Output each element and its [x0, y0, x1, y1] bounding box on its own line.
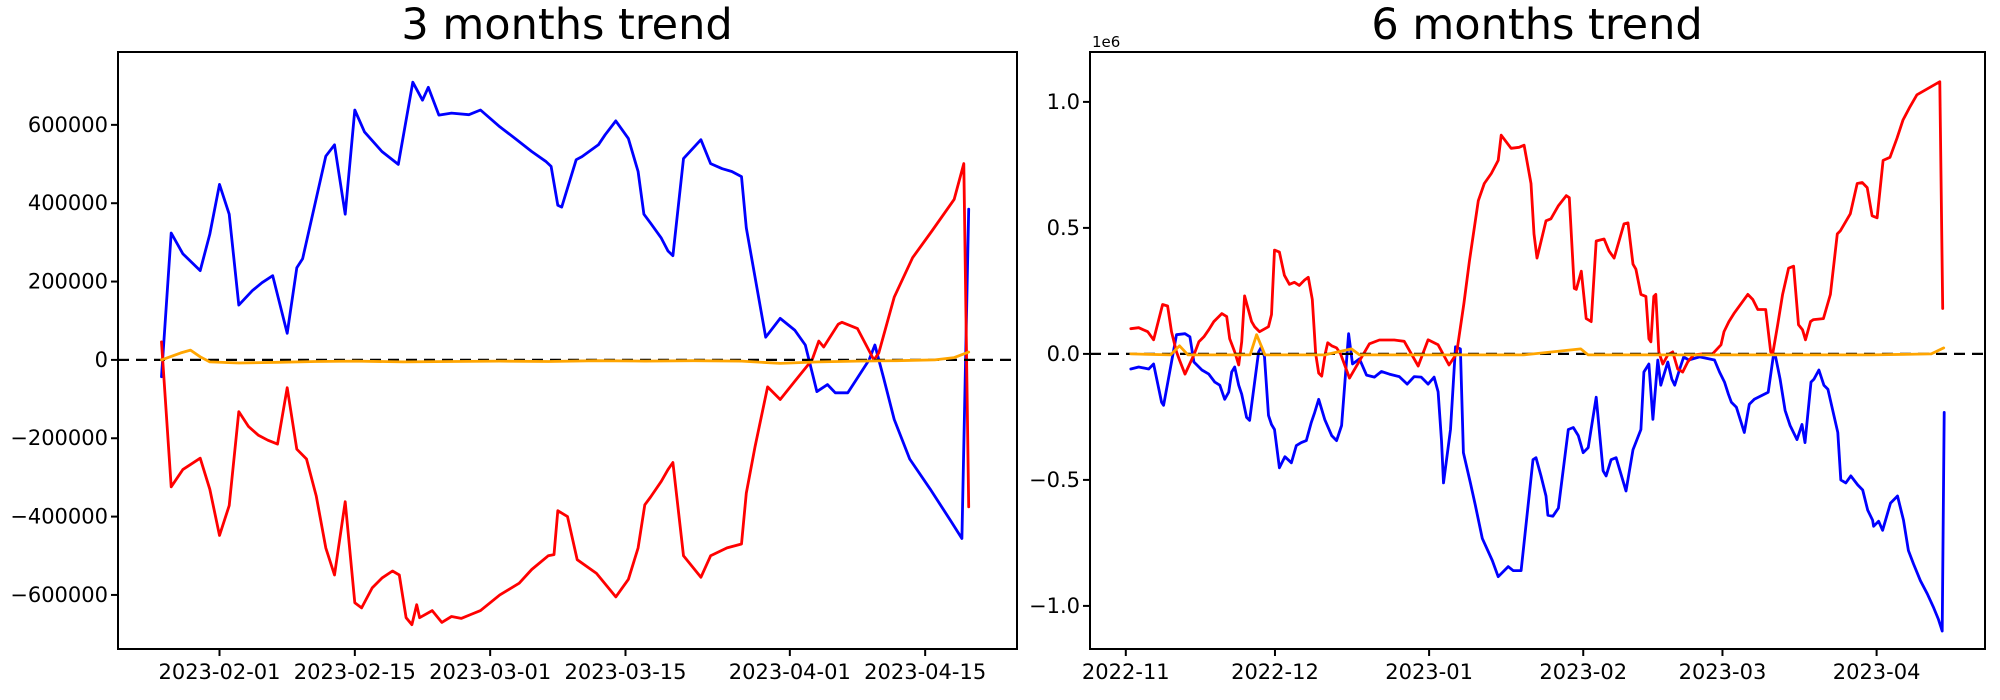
y-axis-offset-label: 1e6 [1092, 33, 1121, 51]
x-tick-label: 2022-12 [1231, 660, 1319, 684]
left-chart-title: 3 months trend [401, 0, 733, 50]
left-chart-red-series [160, 162, 971, 627]
left-chart: 2023-02-01 2023-02-15 2023-03-01 2023-03-15… [10, 51, 1018, 684]
right-chart-blue-series [1129, 332, 1946, 633]
y-tick-label: 1.0 [1047, 90, 1080, 114]
x-tick-label: 2023-02-15 [294, 660, 416, 684]
right-chart-red-series [1129, 80, 1945, 380]
right-chart-title: 6 months trend [1371, 0, 1703, 50]
left-chart-spines [117, 51, 1018, 650]
y-tick-label: 200000 [28, 270, 108, 294]
x-tick-label: 2023-03-01 [429, 660, 551, 684]
y-tick-label: −200000 [10, 426, 108, 450]
x-tick-label: 2023-04-01 [729, 660, 851, 684]
left-chart-orange-series [160, 348, 971, 365]
y-tick-label: −600000 [10, 583, 108, 607]
x-tick-label: 2023-03-15 [564, 660, 686, 684]
x-tick-label: 2023-01 [1385, 660, 1473, 684]
y-tick-label: 400000 [28, 191, 108, 215]
x-tick-label: 2023-02 [1539, 660, 1627, 684]
y-tick-label: −0.5 [1029, 468, 1080, 492]
x-tick-label: 2023-04 [1833, 660, 1921, 684]
y-tick-label: −1.0 [1029, 594, 1080, 618]
y-tick-label: 0.5 [1047, 216, 1080, 240]
x-tick-label: 2023-02-01 [158, 660, 280, 684]
x-tick-label: 2023-03 [1679, 660, 1767, 684]
left-chart-blue-series [160, 80, 971, 540]
y-tick-label: −400000 [10, 505, 108, 529]
x-tick-label: 2022-11 [1082, 660, 1170, 684]
y-tick-label: 0.0 [1047, 342, 1080, 366]
y-tick-label: 600000 [28, 113, 108, 137]
x-tick-label: 2023-04-15 [864, 660, 986, 684]
right-chart-spines [1089, 51, 1986, 650]
y-tick-label: 0 [95, 348, 108, 372]
right-chart: 2022-11 2022-12 2023-01 2023-02 2023-03 2023-… [1029, 51, 1986, 684]
right-chart-orange-series [1129, 333, 1946, 357]
